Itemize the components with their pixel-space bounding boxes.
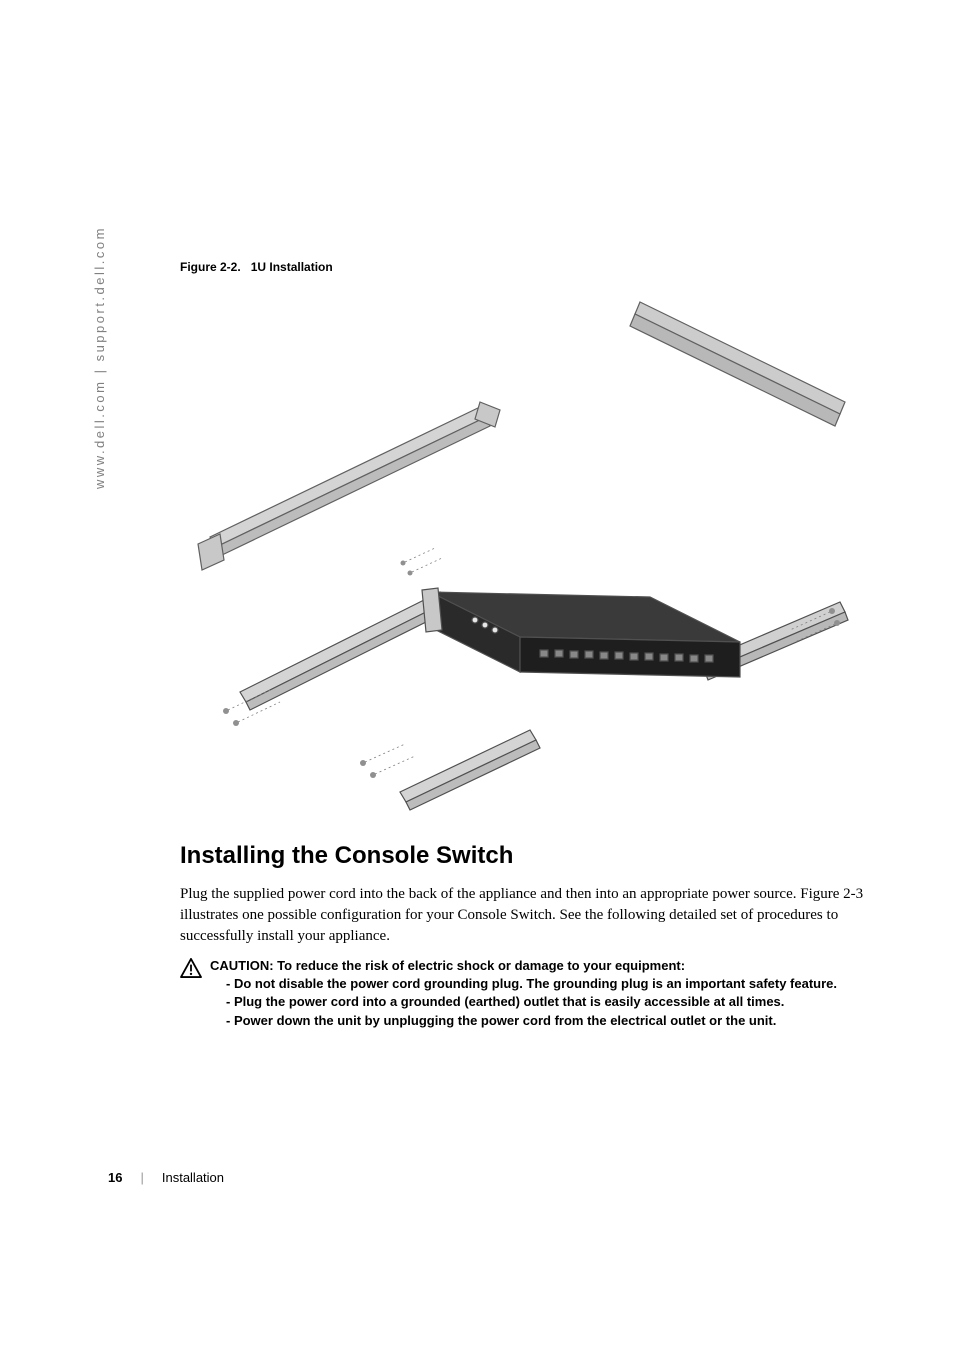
caution-label: CAUTION:	[210, 958, 274, 973]
caution-block: CAUTION: To reduce the risk of electric …	[180, 957, 875, 1030]
caution-lead: To reduce the risk of electric shock or …	[274, 958, 686, 973]
figure-caption: Figure 2-2. 1U Installation	[180, 260, 875, 274]
page-number: 16	[108, 1170, 122, 1185]
warning-icon	[180, 958, 202, 978]
footer-divider: |	[140, 1170, 143, 1185]
caution-line: - Plug the power cord into a grounded (e…	[226, 993, 837, 1011]
caution-line: - Power down the unit by unplugging the …	[226, 1012, 837, 1030]
figure-title: 1U Installation	[251, 260, 333, 274]
footer-section-name: Installation	[162, 1170, 224, 1185]
figure-number: Figure 2-2.	[180, 260, 241, 274]
main-content: Figure 2-2. 1U Installation	[180, 260, 875, 1030]
caution-text: CAUTION: To reduce the risk of electric …	[210, 957, 837, 1030]
caution-lines: - Do not disable the power cord groundin…	[210, 975, 837, 1030]
page-footer: 16 | Installation	[108, 1170, 224, 1185]
caution-line: - Do not disable the power cord groundin…	[226, 975, 837, 993]
figure-image	[180, 292, 850, 812]
body-paragraph: Plug the supplied power cord into the ba…	[180, 884, 875, 947]
sidebar-url: www.dell.com | support.dell.com	[92, 226, 107, 489]
section-heading: Installing the Console Switch	[180, 842, 875, 870]
